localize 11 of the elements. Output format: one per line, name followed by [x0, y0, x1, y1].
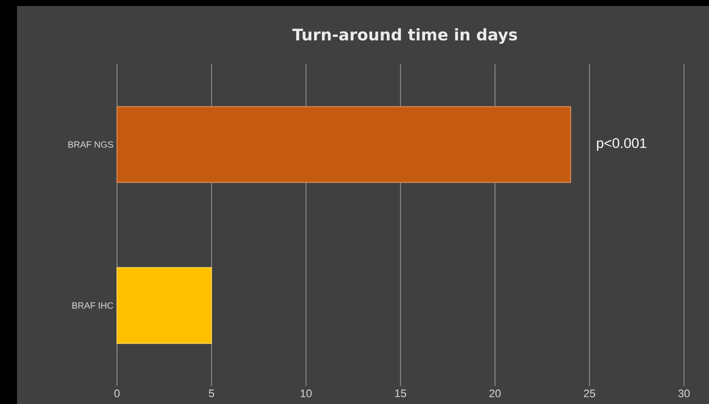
chart-title: Turn-around time in days [292, 28, 518, 44]
x-tick-label: 20 [489, 390, 501, 398]
x-tick-label: 25 [584, 390, 596, 398]
x-tick-label: 15 [395, 390, 406, 398]
x-tick-label: 0 [114, 390, 120, 398]
y-tick-label: BRAF IHC [72, 302, 114, 309]
x-tick-label: 5 [208, 390, 214, 398]
y-tick-label: BRAF NGS [68, 141, 114, 148]
x-tick-label: 30 [678, 390, 690, 398]
x-tick-label: 10 [300, 390, 312, 398]
annotation: p<0.001 [597, 138, 646, 151]
